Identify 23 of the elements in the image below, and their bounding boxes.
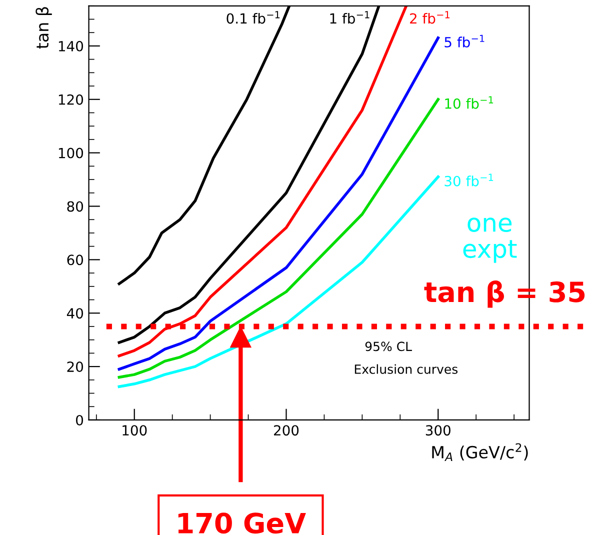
series-label: 30 fb$^{−1}$ [444,174,494,186]
annotation: Exclusion curves [354,364,458,374]
y-tick-label: 20 [67,362,84,372]
x-axis-title: M$_{A}$ (GeV/c$^{2}$) [432,443,528,461]
x-tick-label: 200 [274,425,299,436]
y-tick-label: 80 [67,201,84,212]
x-tick-label: 300 [426,425,450,436]
series-label: 2 fb$^{−1}$ [410,11,450,24]
y-axis-title: tan β [36,7,52,49]
series-label: 10 fb$^{−1}$ [445,96,494,109]
annotation: one expt [463,218,517,263]
series-label: 5 fb$^{−1}$ [444,34,484,48]
series-label: 0.1 fb$^{−1}$ [226,11,280,24]
y-tick-label: 60 [67,254,84,266]
y-tick-label: 140 [58,40,84,52]
ref-line-label: 170 GeV [178,512,306,534]
series-label: 1 fb$^{−1}$ [330,11,370,24]
annotation: 95% CL [365,342,412,352]
y-tick-label: 0 [76,414,84,426]
y-tick-label: 120 [58,94,84,105]
y-tick-label: 40 [66,308,84,319]
x-tick-label: 100 [122,425,147,436]
y-tick-label: 100 [58,148,84,158]
